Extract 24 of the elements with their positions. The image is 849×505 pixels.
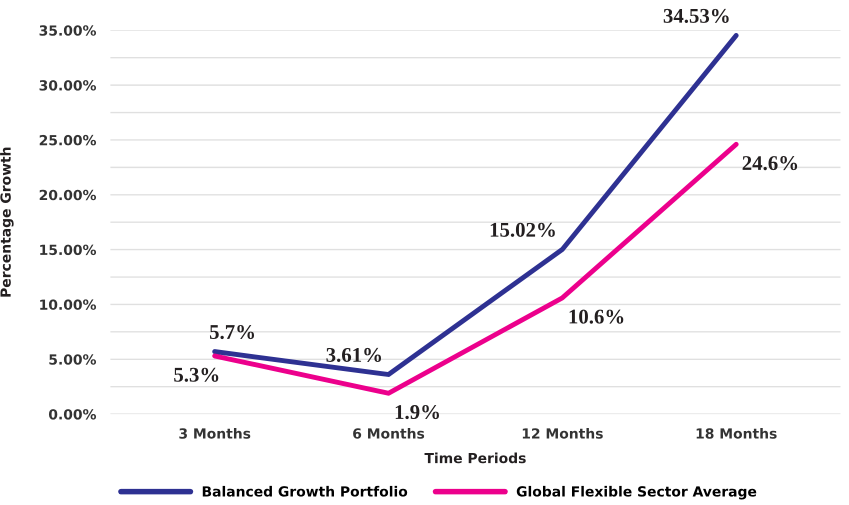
data-label: 15.02% xyxy=(490,222,555,237)
y-axis-title: Percentage Growth xyxy=(0,148,14,297)
data-label: 5.7% xyxy=(210,324,254,340)
data-label: 3.61% xyxy=(326,348,382,362)
y-tick-label: 30.00% xyxy=(40,80,96,91)
x-tick-label: 12 Months xyxy=(522,428,603,439)
data-label: 34.53% xyxy=(664,8,729,23)
y-tick-label: 10.00% xyxy=(40,299,96,310)
data-label: 24.6% xyxy=(742,156,798,170)
data-label: 1.9% xyxy=(396,404,439,420)
y-tick-label: 20.00% xyxy=(40,190,96,200)
data-label: 5.3% xyxy=(174,368,218,382)
y-tick-label: 0.00% xyxy=(48,409,96,420)
legend-label: Global Flexible Sector Average xyxy=(516,486,756,500)
x-tick-label: 18 Months xyxy=(696,428,777,439)
data-label: 10.6% xyxy=(570,310,624,324)
y-tick-label: 35.00% xyxy=(40,25,96,36)
legend-label: Balanced Growth Portfolio xyxy=(202,486,408,497)
x-tick-label: 6 Months xyxy=(353,428,424,439)
y-tick-label: 5.00% xyxy=(49,354,96,365)
x-axis-title: Time Periods xyxy=(424,452,526,464)
x-tick-label: 3 Months xyxy=(179,428,250,439)
y-tick-label: 25.00% xyxy=(40,134,96,146)
y-tick-label: 15.00% xyxy=(40,244,96,256)
